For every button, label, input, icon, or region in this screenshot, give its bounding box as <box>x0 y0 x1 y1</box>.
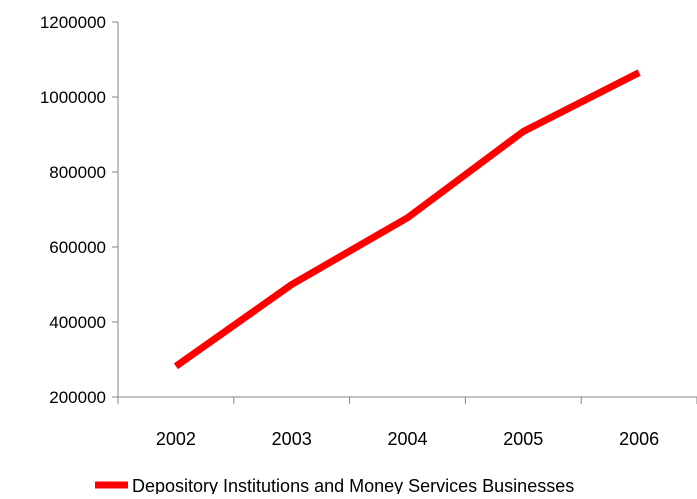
legend-label: Depository Institutions and Money Servic… <box>132 476 574 494</box>
series-lines <box>176 73 639 367</box>
y-tick-label: 1200000 <box>40 13 106 32</box>
y-tick-label: 200000 <box>49 388 106 407</box>
series-line <box>176 73 639 367</box>
y-tick-label: 800000 <box>49 163 106 182</box>
y-tick-label: 400000 <box>49 313 106 332</box>
x-tick-label: 2006 <box>619 429 659 449</box>
y-axis: 200000 400000 600000 800000 1000000 1200000 <box>40 13 118 407</box>
y-tick-label: 1000000 <box>40 88 106 107</box>
legend: Depository Institutions and Money Servic… <box>95 476 574 494</box>
x-tick-label: 2004 <box>387 429 427 449</box>
x-tick-label: 2003 <box>272 429 312 449</box>
x-tick-label: 2002 <box>156 429 196 449</box>
x-axis: 2002 2003 2004 2005 2006 <box>118 397 697 449</box>
y-tick-label: 600000 <box>49 238 106 257</box>
x-tick-label: 2005 <box>503 429 543 449</box>
